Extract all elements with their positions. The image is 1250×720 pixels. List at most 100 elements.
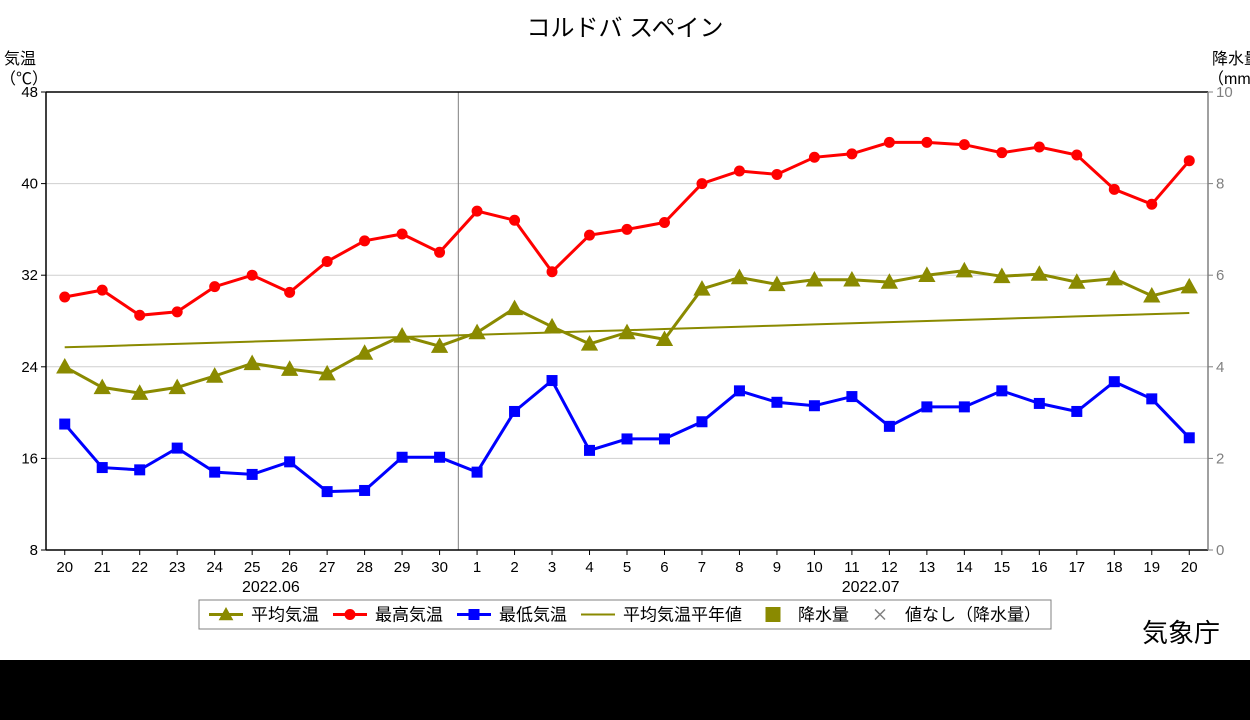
x-tick-label: 13: [919, 559, 936, 576]
x-tick-label: 24: [206, 559, 223, 576]
x-tick-label: 18: [1106, 559, 1123, 576]
chart-svg: コルドバ スペイン気温（℃）降水量（mm）8162432404802468102…: [0, 0, 1250, 660]
x-tick-label: 25: [244, 559, 261, 576]
min-temp-marker: [60, 419, 70, 429]
x-tick-label: 7: [698, 559, 706, 576]
x-tick-label: 27: [319, 559, 336, 576]
min-temp-marker: [510, 406, 520, 416]
x-tick-label: 9: [773, 559, 781, 576]
max-temp-marker: [547, 267, 557, 277]
x-tick-label: 4: [585, 559, 593, 576]
min-temp-marker: [622, 434, 632, 444]
min-temp-marker: [659, 434, 669, 444]
y-right-tick-label: 10: [1216, 84, 1233, 101]
x-tick-label: 21: [94, 559, 111, 576]
x-tick-label: 30: [431, 559, 448, 576]
y-left-tick-label: 40: [21, 176, 38, 193]
legend-label: 最高気温: [375, 605, 443, 624]
x-tick-label: 28: [356, 559, 373, 576]
max-temp-marker: [1147, 199, 1157, 209]
min-temp-marker: [847, 392, 857, 402]
max-temp-marker: [659, 218, 669, 228]
y-left-tick-label: 32: [21, 267, 38, 284]
max-temp-marker: [397, 229, 407, 239]
x-tick-label: 23: [169, 559, 186, 576]
max-temp-marker: [997, 148, 1007, 158]
min-temp-marker: [247, 469, 257, 479]
min-temp-marker: [322, 487, 332, 497]
legend-label: 降水量: [798, 605, 849, 624]
x-tick-label: 10: [806, 559, 823, 576]
max-temp-marker: [809, 152, 819, 162]
min-temp-marker: [585, 445, 595, 455]
min-temp-marker: [285, 457, 295, 467]
max-temp-marker: [622, 224, 632, 234]
max-temp-marker: [435, 247, 445, 257]
legend-label: 最低気温: [499, 605, 567, 624]
x-sublabel: 2022.07: [842, 579, 900, 596]
min-temp-marker: [1184, 433, 1194, 443]
x-tick-label: 11: [844, 559, 860, 576]
x-tick-label: 8: [735, 559, 743, 576]
legend-label: 平均気温平年値: [623, 605, 742, 624]
max-temp-marker: [172, 307, 182, 317]
x-tick-label: 19: [1143, 559, 1160, 576]
legend-label: 平均気温: [251, 605, 319, 624]
source-label: 気象庁: [1142, 618, 1220, 648]
max-temp-marker: [734, 166, 744, 176]
min-temp-marker: [472, 467, 482, 477]
min-temp-marker: [547, 376, 557, 386]
legend-marker: [345, 610, 355, 620]
y-left-tick-label: 16: [21, 450, 38, 467]
y-left-tick-label: 8: [30, 542, 38, 559]
y-left-tick-label: 48: [21, 84, 38, 101]
max-temp-marker: [884, 137, 894, 147]
min-temp-marker: [210, 467, 220, 477]
min-temp-marker: [1109, 377, 1119, 387]
min-temp-marker: [922, 402, 932, 412]
min-temp-marker: [397, 452, 407, 462]
x-tick-label: 5: [623, 559, 631, 576]
max-temp-marker: [1072, 150, 1082, 160]
max-temp-marker: [1184, 156, 1194, 166]
min-temp-marker: [697, 417, 707, 427]
x-sublabel: 2022.06: [242, 579, 300, 596]
min-temp-marker: [884, 421, 894, 431]
max-temp-marker: [472, 206, 482, 216]
max-temp-marker: [135, 310, 145, 320]
x-tick-label: 3: [548, 559, 556, 576]
y-right-tick-label: 6: [1216, 267, 1224, 284]
y-left-tick-label: 24: [21, 359, 38, 376]
max-temp-marker: [60, 292, 70, 302]
max-temp-marker: [1034, 142, 1044, 152]
min-temp-marker: [734, 386, 744, 396]
max-temp-marker: [697, 179, 707, 189]
x-tick-label: 6: [660, 559, 668, 576]
min-temp-marker: [1147, 394, 1157, 404]
min-temp-marker: [772, 397, 782, 407]
x-tick-label: 1: [473, 559, 481, 576]
x-tick-label: 14: [956, 559, 973, 576]
y-right-tick-label: 8: [1216, 176, 1224, 193]
x-tick-label: 2: [510, 559, 518, 576]
legend-label: 値なし（降水量）: [905, 605, 1041, 624]
y-right-tick-label: 4: [1216, 359, 1224, 376]
y-right-tick-label: 0: [1216, 542, 1224, 559]
max-temp-marker: [922, 137, 932, 147]
y-right-label-1: 降水量: [1212, 50, 1250, 68]
max-temp-marker: [585, 230, 595, 240]
min-temp-marker: [1072, 406, 1082, 416]
x-tick-label: 20: [56, 559, 73, 576]
max-temp-marker: [959, 140, 969, 150]
min-temp-marker: [959, 402, 969, 412]
max-temp-marker: [360, 236, 370, 246]
chart-title: コルドバ スペイン: [527, 15, 724, 42]
y-left-label-1: 気温: [4, 50, 36, 68]
x-tick-label: 20: [1181, 559, 1198, 576]
y-right-tick-label: 2: [1216, 450, 1224, 467]
min-temp-marker: [172, 443, 182, 453]
min-temp-marker: [360, 485, 370, 495]
x-tick-label: 17: [1068, 559, 1085, 576]
min-temp-marker: [1034, 398, 1044, 408]
chart-container: コルドバ スペイン気温（℃）降水量（mm）8162432404802468102…: [0, 0, 1250, 660]
